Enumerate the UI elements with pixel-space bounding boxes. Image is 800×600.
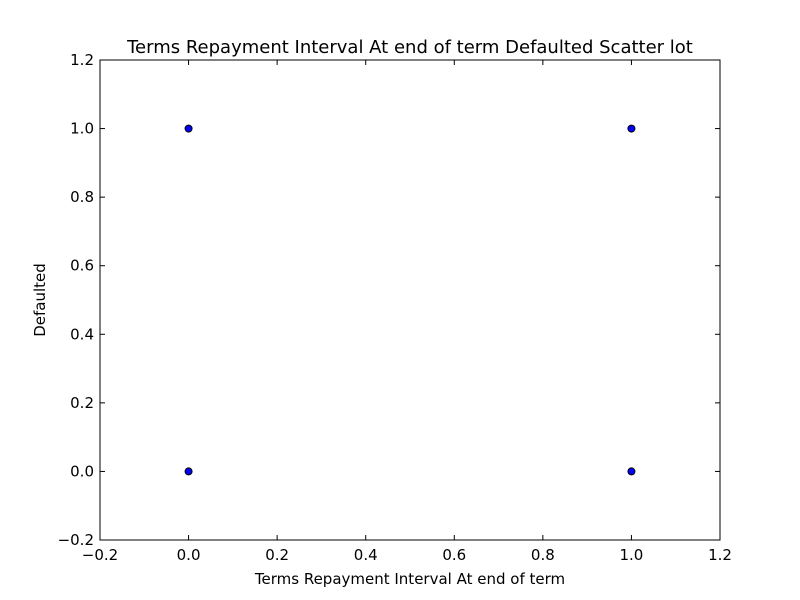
y-tick-label: 1.2 — [70, 51, 94, 69]
x-tick-label: 0.2 — [265, 546, 289, 564]
y-tick-label: 0.4 — [70, 325, 94, 343]
data-point — [184, 467, 193, 476]
plot-area — [99, 59, 721, 541]
y-tick-label: 0.8 — [70, 188, 94, 206]
x-tick-label: 0.6 — [442, 546, 466, 564]
y-axis-label: Defaulted — [31, 263, 49, 337]
y-tick-label: −0.2 — [58, 531, 94, 549]
axis-tick-labels: −0.2 0.0 0.2 0.4 0.6 0.8 1.0 1.2 −0.2 0.0 0.2 0.4 0.… — [58, 51, 732, 564]
x-axis-label: Terms Repayment Interval At end of term — [254, 570, 565, 588]
x-tick-label: 1.2 — [708, 546, 732, 564]
data-point — [184, 124, 193, 133]
y-tick-label: 0.2 — [70, 394, 94, 412]
data-points — [184, 124, 636, 476]
x-tick-label: 0.4 — [354, 546, 378, 564]
data-point — [627, 467, 636, 476]
y-tick-label: 1.0 — [70, 120, 94, 138]
chart-title: Terms Repayment Interval At end of term … — [126, 37, 693, 58]
y-tick-label: 0.6 — [70, 257, 94, 275]
x-tick-label: 0.8 — [531, 546, 555, 564]
data-point — [627, 124, 636, 133]
x-tick-label: 1.0 — [619, 546, 643, 564]
x-tick-label: −0.2 — [82, 546, 118, 564]
x-tick-label: 0.0 — [177, 546, 201, 564]
y-tick-label: 0.0 — [70, 462, 94, 480]
axis-ticks — [99, 59, 721, 541]
